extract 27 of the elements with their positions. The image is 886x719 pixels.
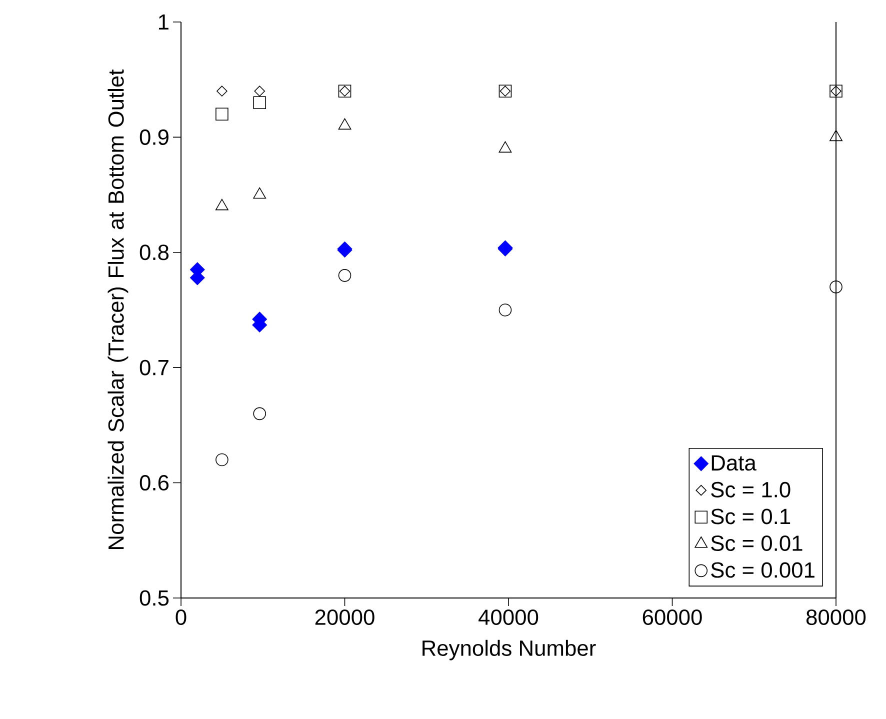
y-tick-label: 0.8	[140, 244, 169, 260]
x-tick-label: 40000	[478, 610, 538, 626]
x-tick-label: 80000	[806, 610, 866, 626]
point	[338, 269, 352, 282]
point	[216, 86, 228, 97]
y-tick-label: 0.9	[140, 129, 168, 145]
legend-label: Sc = 1.0	[711, 482, 790, 498]
point	[216, 453, 228, 466]
point	[830, 280, 842, 294]
point	[253, 407, 266, 420]
x-tick-label: 20000	[315, 610, 374, 626]
y-axis-title: Normalized Scalar (Tracer) Flux at Bottom Outlet	[108, 69, 128, 549]
point	[216, 108, 228, 121]
y-tick-label: 0.6	[140, 475, 169, 491]
point	[498, 304, 512, 316]
x-axis-title: Reynolds Number	[422, 640, 596, 660]
legend-label: Sc = 0.1	[711, 508, 790, 524]
legend-label: Sc = 0.01	[711, 535, 802, 552]
point	[253, 96, 266, 110]
x-tick-label: 0	[176, 610, 186, 626]
point	[254, 86, 265, 97]
y-tick-label: 1	[158, 14, 168, 30]
y-tick-label: 0.7	[140, 360, 168, 376]
x-tick-label: 60000	[642, 610, 702, 626]
y-tick-label: 0.5	[140, 590, 169, 606]
legend-label: Sc = 0.001	[711, 562, 814, 578]
legend-label: Data	[712, 455, 756, 471]
